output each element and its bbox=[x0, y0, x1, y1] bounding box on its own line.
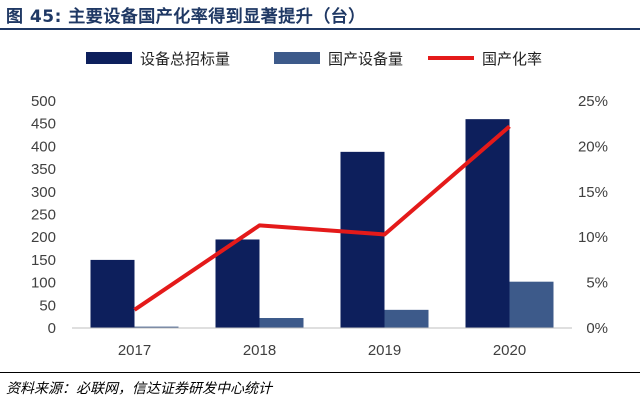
x-tick-label: 2018 bbox=[243, 342, 276, 359]
legend-label: 国产设备量 bbox=[328, 50, 403, 68]
rate-line-group bbox=[133, 124, 511, 312]
bar-domestic bbox=[134, 326, 179, 328]
legend: 设备总招标量 国产设备量 国产化率 bbox=[86, 50, 542, 68]
y-tick-label: 50 bbox=[39, 297, 56, 314]
y-tick-label: 400 bbox=[31, 138, 56, 155]
rate-line bbox=[133, 124, 511, 312]
bar-domestic bbox=[509, 281, 554, 328]
y-tick-label: 200 bbox=[31, 229, 56, 246]
bar-total bbox=[90, 259, 135, 328]
y2-tick-label: 15% bbox=[578, 184, 608, 201]
y2-tick-label: 5% bbox=[586, 275, 608, 292]
title-underline bbox=[0, 28, 640, 30]
legend-label: 国产化率 bbox=[482, 50, 542, 68]
axes: 0 50 100 150 200 250 300 350 400 450 500 0% 5% 10% 15%… bbox=[31, 93, 608, 359]
legend-swatch bbox=[274, 52, 320, 64]
x-tick-label: 2017 bbox=[118, 342, 151, 359]
y2-tick-label: 25% bbox=[578, 93, 608, 110]
bar-total bbox=[215, 239, 260, 328]
y-tick-label: 450 bbox=[31, 116, 56, 133]
footer-rule bbox=[0, 372, 640, 373]
bar-domestic bbox=[384, 309, 429, 328]
y-tick-label: 350 bbox=[31, 161, 56, 178]
y-tick-label: 0 bbox=[48, 320, 56, 337]
x-tick-label: 2020 bbox=[493, 342, 526, 359]
y2-tick-label: 0% bbox=[586, 320, 608, 337]
bar-domestic bbox=[259, 318, 304, 328]
y-tick-label: 500 bbox=[31, 93, 56, 110]
bars bbox=[90, 119, 554, 328]
y-tick-label: 100 bbox=[31, 275, 56, 292]
chart-title: 图 45: 主要设备国产化率得到显著提升（台） bbox=[6, 7, 366, 27]
bar-total bbox=[340, 151, 385, 328]
legend-label: 设备总招标量 bbox=[140, 50, 230, 68]
y-tick-label: 300 bbox=[31, 184, 56, 201]
source-note: 资料来源：必联网，信达证券研发中心统计 bbox=[6, 381, 272, 397]
y-tick-label: 250 bbox=[31, 207, 56, 224]
y2-tick-label: 20% bbox=[578, 138, 608, 155]
y-tick-label: 150 bbox=[31, 252, 56, 269]
bar-total bbox=[465, 119, 510, 328]
x-tick-label: 2019 bbox=[368, 342, 401, 359]
chart-canvas: 设备总招标量 国产设备量 国产化率 0 50 100 150 200 250 300 350 400… bbox=[31, 50, 608, 359]
y2-tick-label: 10% bbox=[578, 229, 608, 246]
legend-swatch bbox=[86, 52, 132, 64]
